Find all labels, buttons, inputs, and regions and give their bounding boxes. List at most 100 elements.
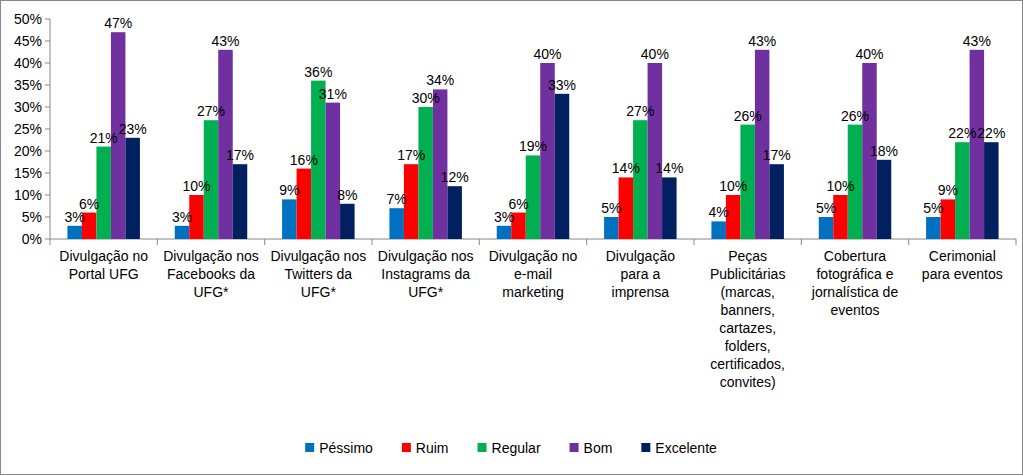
bar: [67, 226, 82, 239]
bar: [433, 89, 448, 239]
y-tick: [45, 195, 50, 196]
bar: [970, 50, 985, 239]
bar: [604, 217, 619, 239]
x-tick-label: Divulgação nosInstagrams daUFG*: [378, 248, 474, 300]
x-divider: [1016, 239, 1017, 245]
x-divider: [694, 239, 695, 245]
legend: PéssimoRuimRegularBomExcelente: [305, 440, 717, 456]
bar: [282, 199, 297, 239]
bar: [418, 107, 433, 239]
data-label: 21%: [90, 130, 118, 146]
x-tick-label-line: Facebooks da: [167, 266, 255, 282]
bar: [633, 120, 648, 239]
data-label: 43%: [748, 33, 776, 49]
bar: [755, 50, 770, 239]
x-tick-label-line: fotográfica e: [816, 266, 893, 282]
data-label: 27%: [626, 103, 654, 119]
data-label: 18%: [870, 143, 898, 159]
y-tick: [45, 19, 50, 20]
data-label: 17%: [763, 147, 791, 163]
y-tick: [45, 217, 50, 218]
x-tick-label-line: UFG*: [194, 284, 230, 300]
y-tick-label: 30%: [14, 99, 42, 115]
data-label: 27%: [197, 103, 225, 119]
data-label: 10%: [182, 178, 210, 194]
data-labels: 3%3%9%7%3%5%4%5%5%6%10%16%17%6%14%10%10%…: [65, 15, 1006, 225]
y-tick-label: 35%: [14, 77, 42, 93]
data-label: 40%: [641, 46, 669, 62]
x-tick-label: Divulgaçãopara aimprensa: [606, 248, 675, 300]
bar: [711, 221, 726, 239]
x-divider: [372, 239, 373, 245]
bar: [648, 63, 663, 239]
data-label: 9%: [938, 182, 958, 198]
data-label: 5%: [601, 200, 621, 216]
x-tick-label: Cerimonialpara eventos: [922, 248, 1003, 282]
x-tick-label: Divulgação no Portal UFG: [59, 248, 148, 282]
bar: [233, 164, 248, 239]
legend-label: Regular: [492, 440, 541, 456]
x-tick-label-line: Portal UFG: [69, 266, 139, 282]
x-divider: [908, 239, 909, 245]
y-tick-label: 25%: [14, 121, 42, 137]
chart: 0%5%10%15%20%25%30%35%40%45%50%Divulgaçã…: [0, 0, 1023, 475]
x-divider: [801, 239, 802, 245]
data-label: 33%: [548, 77, 576, 93]
legend-swatch: [570, 443, 579, 452]
x-tick-label-line: imprensa: [612, 284, 670, 300]
x-tick-label-line: eventos: [830, 302, 879, 318]
x-tick-label-line: Cobertura: [824, 248, 886, 264]
data-label: 47%: [104, 15, 132, 31]
x-divider: [50, 239, 51, 245]
x-tick-label-line: Divulgação nos: [378, 248, 474, 264]
bar: [96, 147, 111, 239]
x-tick-label-line: certificados,: [710, 356, 785, 372]
data-label: 26%: [841, 108, 869, 124]
bar: [984, 142, 999, 239]
bar: [326, 103, 341, 239]
x-tick-label-line: Instagrams da: [381, 266, 470, 282]
bar: [218, 50, 233, 239]
data-label: 43%: [211, 33, 239, 49]
y-tick-label: 45%: [14, 33, 42, 49]
bar: [340, 204, 355, 239]
data-label: 10%: [719, 178, 747, 194]
bars: [67, 32, 998, 239]
x-tick-label-line: Divulgação no: [59, 248, 148, 264]
data-label: 30%: [412, 90, 440, 106]
data-label: 22%: [977, 125, 1005, 141]
x-tick-label-line: folders,: [725, 338, 771, 354]
data-label: 8%: [337, 187, 357, 203]
bar: [769, 164, 784, 239]
y-tick-label: 10%: [14, 187, 42, 203]
data-label: 14%: [655, 160, 683, 176]
y-tick-label: 20%: [14, 143, 42, 159]
bar: [447, 186, 462, 239]
y-tick-label: 0%: [22, 231, 42, 247]
y-tick: [45, 129, 50, 130]
x-tick-label-line: Divulgação nos: [270, 248, 366, 264]
legend-label: Ruim: [416, 440, 449, 456]
bar: [662, 177, 677, 239]
data-label: 17%: [397, 147, 425, 163]
data-label: 40%: [533, 46, 561, 62]
data-label: 26%: [734, 108, 762, 124]
x-tick-label-line: banners,: [720, 302, 774, 318]
y-tick: [45, 151, 50, 152]
x-tick-label-line: jornalística de: [811, 284, 899, 300]
x-tick-label: Divulgação noe-mailmarketing: [489, 248, 578, 300]
data-label: 36%: [304, 64, 332, 80]
bar: [819, 217, 834, 239]
data-label: 19%: [519, 138, 547, 154]
data-label: 9%: [279, 182, 299, 198]
y-tick-label: 40%: [14, 55, 42, 71]
y-tick: [45, 41, 50, 42]
y-tick: [45, 107, 50, 108]
data-label: 17%: [226, 147, 254, 163]
x-tick-label-line: UFG*: [301, 284, 337, 300]
data-label: 31%: [319, 86, 347, 102]
data-label: 7%: [387, 191, 407, 207]
x-tick-label-line: Divulgação nos: [163, 248, 259, 264]
x-tick-label-line: e-mail: [514, 266, 552, 282]
bar: [389, 208, 404, 239]
